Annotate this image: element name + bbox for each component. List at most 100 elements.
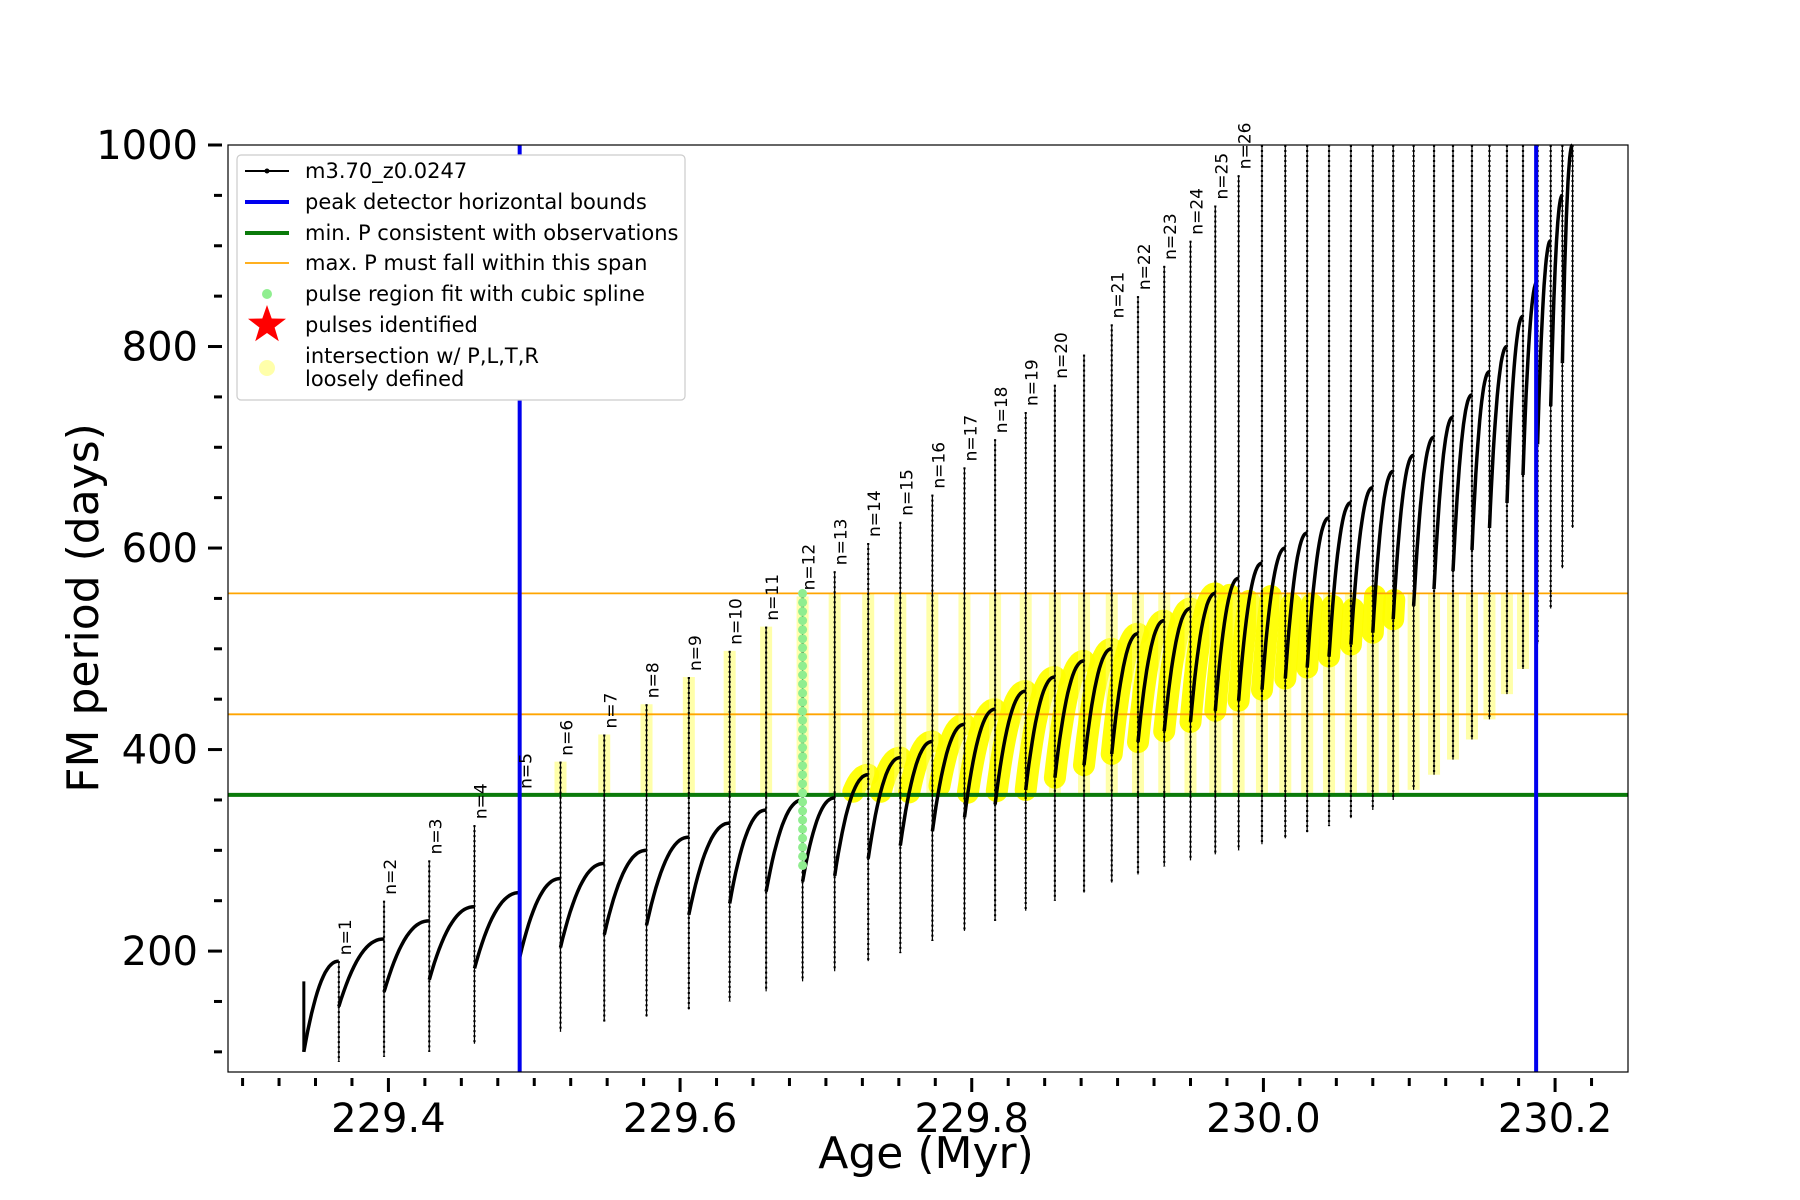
spline-fit-point (798, 761, 808, 771)
pulse-label: n=1 (336, 919, 356, 955)
series-growth-arc (1535, 239, 1552, 445)
y-axis-label: FM period (days) (58, 423, 109, 793)
series-growth-arc (727, 808, 767, 904)
spline-fit-point (798, 588, 808, 598)
legend-label-line: max. P must fall within this span (305, 251, 647, 275)
legend-label-line: pulses identified (305, 313, 478, 337)
series-growth-arc (1505, 314, 1524, 504)
spline-fit-point (798, 851, 808, 861)
series-growth-arc (1188, 591, 1216, 723)
legend-label: min. P consistent with observations (305, 221, 678, 245)
x-tick-label: 229.8 (914, 1096, 1029, 1142)
series-growth-arc (1260, 546, 1286, 690)
pulse-label: n=14 (865, 490, 885, 537)
y-tick-label: 800 (122, 325, 198, 371)
spline-fit-point (798, 597, 808, 607)
legend-label-line: min. P consistent with observations (305, 221, 678, 245)
pulse-label: n=4 (472, 783, 492, 819)
pulse-label: n=8 (644, 662, 664, 698)
series-growth-arc (1487, 344, 1508, 529)
series-growth-arc (1391, 453, 1415, 620)
spline-fit-point (798, 724, 808, 734)
series-growth-arc (993, 689, 1026, 805)
plot-area: n=1 n=2 n=3 n=4 n=5 n=6 n=7 n=8 n=9 n=10 n=11 n=12 n… (228, 123, 1628, 1072)
legend-label: peak detector horizontal bounds (305, 190, 647, 214)
series-growth-arc (1411, 435, 1435, 607)
spline-fit-point (798, 788, 808, 798)
series-growth-arc (1082, 647, 1112, 766)
spline-fit-point (798, 806, 808, 816)
series-growth-arc (962, 707, 996, 818)
legend-label-line: intersection w/ P,L,T,R (305, 344, 539, 368)
pulse-label: n=7 (601, 693, 621, 729)
spline-fit-region (798, 588, 808, 870)
series-growth-arc (1236, 561, 1263, 701)
spline-fit-point (798, 688, 808, 698)
series-growth-arc (764, 798, 803, 892)
pulse-label: n=26 (1236, 123, 1256, 170)
series-growth-arc (1053, 659, 1085, 778)
legend-handle-circle (259, 360, 275, 376)
pulse-label: n=22 (1135, 243, 1155, 290)
series-growth-arc (1432, 415, 1454, 590)
y-tick-label: 400 (122, 728, 198, 774)
series-growth-arc (1213, 576, 1239, 711)
series-growth-arc (1162, 606, 1191, 732)
series-growth-arc (1371, 469, 1394, 633)
pulse-label: n=18 (992, 387, 1012, 434)
legend-label: m3.70_z0.0247 (305, 159, 467, 184)
legend-label: pulses identified (305, 313, 478, 337)
series-growth-arc (472, 890, 520, 969)
x-axis: 229.4 229.6 229.8 230.0 230.2 (241, 1078, 1612, 1142)
series-growth-arc (1023, 675, 1056, 791)
spline-fit-point (798, 634, 808, 644)
series-growth-arc (602, 848, 647, 935)
spline-fit-point (798, 842, 808, 852)
series-growth-arc (800, 796, 835, 882)
series-growth-arc (1470, 370, 1491, 551)
series-growth-arc (1327, 501, 1352, 657)
series-growth-arc (1548, 193, 1564, 407)
pulse-label: n=25 (1212, 153, 1232, 200)
series-growth-arc (517, 876, 561, 958)
spline-fit-point (798, 697, 808, 707)
y-tick-label: 200 (122, 929, 198, 975)
spline-fit-point (798, 752, 808, 762)
x-tick-label: 230.0 (1206, 1096, 1321, 1142)
series-growth-arc (1451, 393, 1473, 572)
spline-fit-point (798, 616, 808, 626)
legend-label: max. P must fall within this span (305, 251, 647, 275)
legend-label: intersection w/ P,L,T,R loosely defined (305, 344, 539, 391)
spline-fit-point (798, 815, 808, 825)
x-axis-label: Age (Myr) (818, 1128, 1034, 1179)
series-growth-arc (382, 919, 430, 993)
series-growth-arc (1560, 143, 1574, 364)
pulse-label: n=5 (517, 753, 537, 789)
series-growth-arc (1283, 531, 1308, 679)
series-growth-arc (866, 755, 901, 859)
series-growth-arc (644, 835, 689, 926)
series-growth-arc (1109, 631, 1139, 755)
pulse-label: n=12 (800, 544, 820, 591)
pulse-label: n=9 (686, 635, 706, 671)
pulse-label: n=20 (1052, 332, 1072, 379)
spline-fit-point (798, 625, 808, 635)
legend-handle-dot (262, 289, 272, 299)
legend-label: pulse region fit with cubic spline (305, 282, 645, 306)
plot-frame (227, 144, 1629, 1073)
pulse-label: n=13 (832, 519, 852, 566)
legend-label-line: loosely defined (305, 367, 464, 391)
x-tick-label: 229.4 (331, 1096, 446, 1142)
pulse-label: n=17 (962, 415, 982, 462)
series-growth-arc (558, 861, 605, 948)
spline-fit-point (798, 860, 808, 870)
spline-fit-point (798, 833, 808, 843)
series-growth-arc (1136, 618, 1165, 743)
series-growth-arc (832, 773, 869, 877)
spline-fit-point (798, 797, 808, 807)
series-growth-arc (1349, 485, 1374, 645)
pulse-label: n=19 (1023, 359, 1043, 406)
spline-fit-point (798, 824, 808, 834)
pulse-label: n=10 (727, 598, 747, 645)
